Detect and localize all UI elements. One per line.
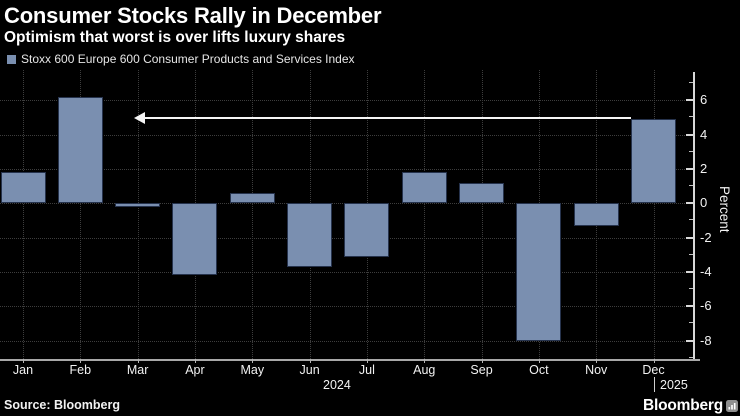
- annotation-arrow-head-icon: [134, 112, 145, 125]
- v-gridline-mar: [137, 70, 139, 359]
- bar-mar: [115, 203, 161, 207]
- source-note: Source: Bloomberg: [4, 398, 120, 412]
- x-tick-mar: [137, 359, 139, 363]
- y-minor-tick--9: [689, 356, 693, 358]
- bar-nov: [573, 203, 619, 226]
- h-gridline--8: [0, 340, 693, 342]
- y-tick--8: [686, 339, 693, 342]
- legend-swatch-icon: [7, 54, 16, 64]
- y-axis-line: [693, 72, 695, 360]
- bar-may: [229, 192, 275, 204]
- x-month-label-jan: Jan: [12, 363, 34, 377]
- x-month-label-aug: Aug: [413, 363, 436, 377]
- bar-jul: [344, 203, 390, 257]
- annotation-arrow-shaft: [143, 117, 632, 120]
- x-month-label-may: May: [240, 363, 265, 377]
- bar-jun: [287, 203, 333, 267]
- y-tick-label-0: 0: [700, 195, 708, 211]
- year-label-2025: 2025: [660, 378, 688, 392]
- y-minor-tick--5: [689, 288, 693, 290]
- y-minor-tick-3: [689, 150, 693, 152]
- y-tick-label-4: 4: [700, 126, 708, 142]
- x-month-label-dec: Dec: [642, 363, 665, 377]
- y-axis-title: Percent: [717, 186, 732, 233]
- x-month-label-jun: Jun: [299, 363, 320, 377]
- x-month-label-feb: Feb: [69, 363, 92, 377]
- y-tick--4: [686, 270, 693, 273]
- y-minor-tick--7: [689, 322, 693, 324]
- y-tick--6: [686, 305, 693, 308]
- h-gridline--6: [0, 306, 693, 308]
- page-subtitle: Optimism that worst is over lifts luxury…: [4, 29, 346, 46]
- y-minor-tick--3: [689, 253, 693, 255]
- x-tick-jul: [366, 359, 368, 363]
- x-month-label-jul: Jul: [358, 363, 375, 377]
- x-month-label-sep: Sep: [470, 363, 493, 377]
- x-axis-line: [0, 359, 700, 361]
- x-tick-aug: [424, 359, 426, 363]
- bar-feb: [57, 96, 103, 204]
- x-tick-oct: [538, 359, 540, 363]
- y-minor-tick-7: [689, 82, 693, 84]
- y-tick-label--2: -2: [700, 229, 712, 245]
- x-month-label-apr: Apr: [185, 363, 205, 377]
- v-gridline-may: [252, 70, 254, 359]
- x-month-label-oct: Oct: [529, 363, 549, 377]
- v-gridline-sep: [481, 70, 483, 359]
- x-month-label-nov: Nov: [585, 363, 608, 377]
- y-tick-6: [686, 99, 693, 102]
- y-minor-tick-1: [689, 185, 693, 187]
- bar-jan: [0, 172, 46, 204]
- x-month-label-mar: Mar: [126, 363, 149, 377]
- y-tick-2: [686, 167, 693, 170]
- y-minor-tick-5: [689, 116, 693, 118]
- x-tick-jan: [23, 359, 24, 363]
- y-minor-tick--1: [689, 219, 693, 221]
- bar-aug: [401, 172, 447, 204]
- v-gridline-aug: [424, 70, 426, 359]
- x-tick-may: [252, 359, 254, 363]
- v-gridline-feb: [80, 70, 82, 359]
- h-gridline-4: [0, 134, 693, 136]
- y-tick-label--8: -8: [700, 332, 712, 348]
- legend-label: Stoxx 600 Europe 600 Consumer Products a…: [21, 52, 355, 66]
- year-boundary-tick: [654, 377, 655, 392]
- x-tick-feb: [80, 359, 82, 363]
- x-tick-jun: [309, 359, 311, 363]
- bar-apr: [172, 203, 218, 276]
- v-gridline-dec: [653, 70, 655, 359]
- bar-dec: [631, 119, 677, 204]
- y-tick-4: [686, 133, 693, 136]
- y-tick-0: [686, 202, 693, 205]
- h-gridline-2: [0, 168, 693, 170]
- y-tick-label--4: -4: [700, 263, 712, 279]
- x-tick-sep: [481, 359, 483, 363]
- legend: Stoxx 600 Europe 600 Consumer Products a…: [7, 52, 355, 66]
- bar-sep: [459, 182, 505, 204]
- v-gridline-jan: [23, 70, 24, 359]
- page-title: Consumer Stocks Rally in December: [4, 3, 382, 28]
- bloomberg-terminal-chart-icon: [726, 400, 738, 412]
- bar-oct: [516, 203, 562, 341]
- year-label-2024: 2024: [323, 378, 351, 392]
- bloomberg-logo: Bloomberg: [643, 397, 738, 415]
- h-gridline--4: [0, 271, 693, 273]
- y-tick-label--6: -6: [700, 298, 712, 314]
- x-tick-apr: [194, 359, 196, 363]
- y-tick-label-6: 6: [700, 92, 708, 108]
- x-tick-dec: [653, 359, 655, 363]
- y-tick-label-2: 2: [700, 160, 708, 176]
- x-tick-nov: [596, 359, 598, 363]
- y-tick--2: [686, 236, 693, 239]
- bloomberg-brand-name: Bloomberg: [642, 397, 723, 414]
- h-gridline-6: [0, 100, 693, 102]
